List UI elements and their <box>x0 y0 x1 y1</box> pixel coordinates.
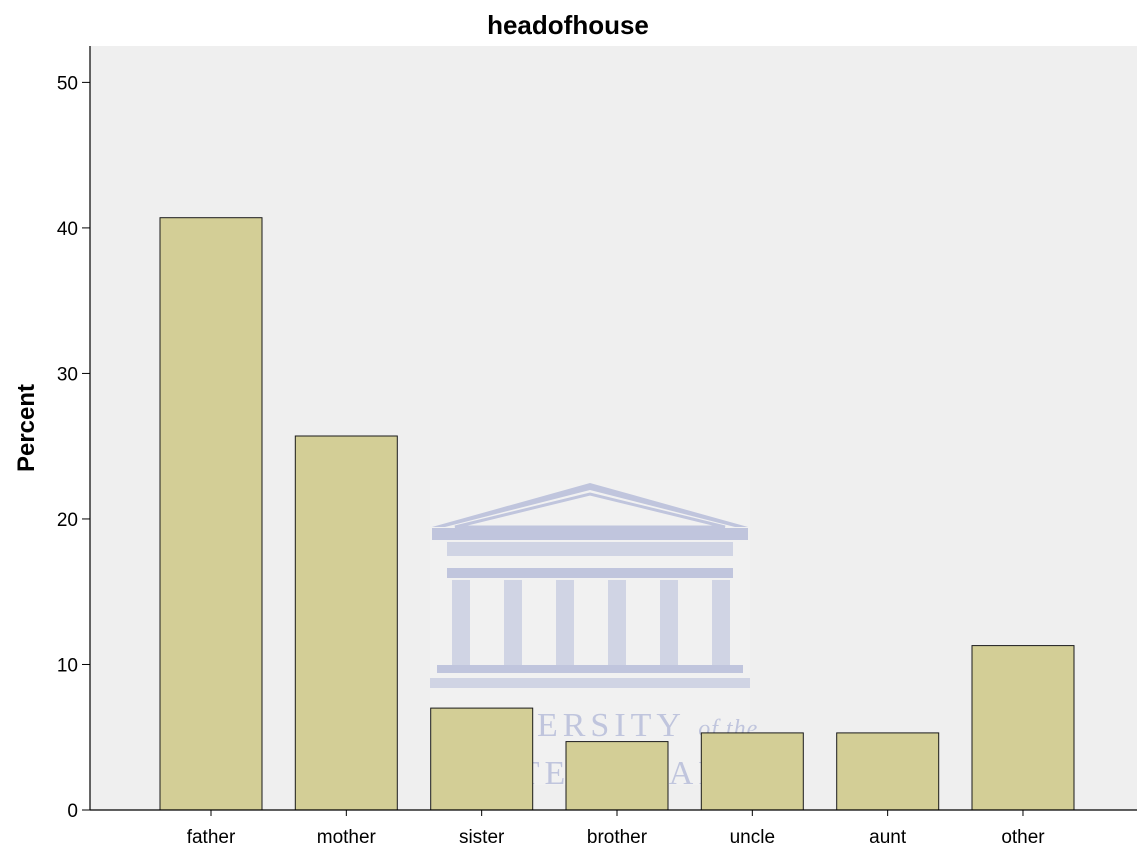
temple-entablature <box>432 528 748 540</box>
temple-column <box>504 580 522 665</box>
bar-mother <box>294 435 398 811</box>
temple-column <box>608 580 626 665</box>
bar-aunt <box>836 732 940 811</box>
bar-other <box>971 645 1075 811</box>
x-tick-label: other <box>1001 827 1045 848</box>
x-tick-label: sister <box>459 827 505 848</box>
x-tick-label: brother <box>587 827 648 848</box>
temple-column <box>712 580 730 665</box>
y-tick-label: 10 <box>57 655 78 676</box>
y-tick-label: 50 <box>57 73 78 94</box>
temple-columns <box>452 580 730 665</box>
y-ticks-group: 0 10 20 30 40 50 <box>57 73 90 822</box>
temple-capital-band <box>447 568 733 578</box>
x-tick-label: father <box>187 827 236 848</box>
temple-column <box>556 580 574 665</box>
bar-father <box>159 217 263 811</box>
chart-title: headofhouse <box>487 10 649 40</box>
x-tick-label: aunt <box>869 827 907 848</box>
temple-frieze <box>447 542 733 556</box>
temple-pediment-inner-icon <box>454 492 726 529</box>
y-axis-label: Percent <box>13 384 40 472</box>
temple-column <box>660 580 678 665</box>
temple-step <box>430 678 750 688</box>
x-tick-label: uncle <box>730 827 775 848</box>
y-tick-label: 30 <box>57 364 78 385</box>
bar-brother <box>565 741 669 811</box>
x-ticks-group: father mother sister brother uncle aunt other <box>187 810 1045 848</box>
x-tick-label: mother <box>317 827 377 848</box>
temple-column <box>452 580 470 665</box>
bar-sister <box>430 707 534 811</box>
bar-uncle <box>700 732 804 811</box>
bars-group <box>159 217 1075 811</box>
y-tick-label: 40 <box>57 219 78 240</box>
y-tick-label: 20 <box>57 510 78 531</box>
temple-base <box>437 665 743 673</box>
y-tick-label: 0 <box>67 801 78 822</box>
